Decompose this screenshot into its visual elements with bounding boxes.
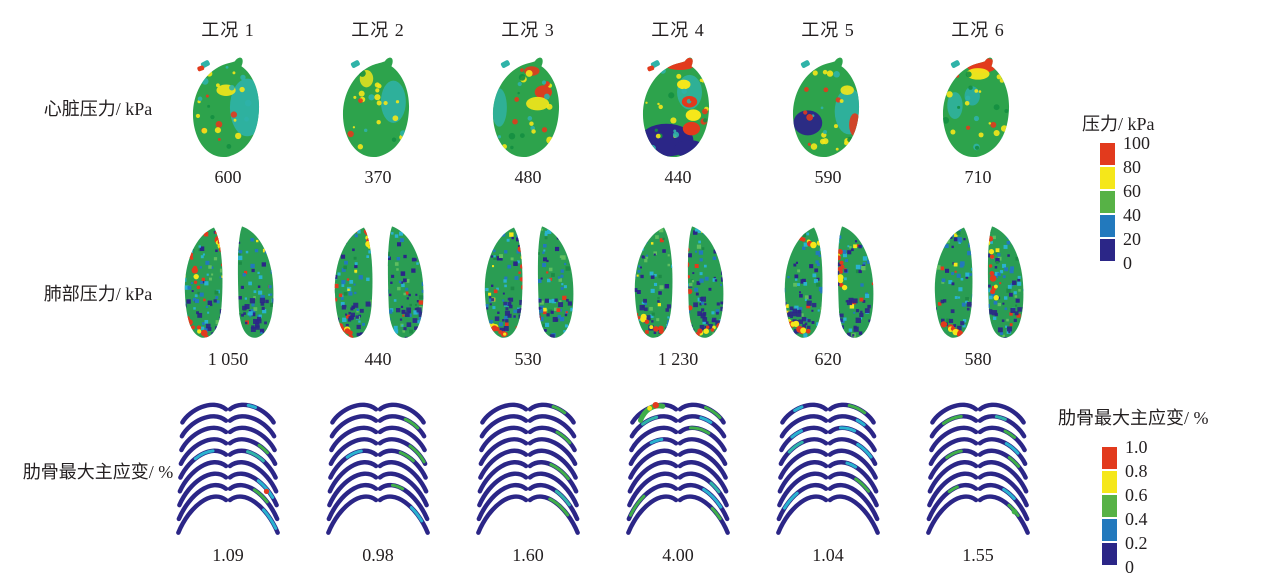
heart-contour-3 (480, 50, 576, 164)
rib-value-4: 4.00 (662, 545, 694, 565)
legend-pressure-swatch-2 (1100, 191, 1115, 213)
legend-pressure-title: 压力/ kPa (1082, 114, 1155, 134)
lung-value-2: 440 (364, 349, 392, 369)
column-header-6: 工况 6 (951, 20, 1005, 40)
rib-value-3: 1.60 (512, 545, 544, 565)
legend-pressure-tick-3: 40 (1123, 205, 1141, 225)
legend-strain-tick-1: 0.8 (1125, 461, 1148, 481)
legend-strain-tick-3: 0.4 (1125, 509, 1148, 529)
heart-value-6: 710 (964, 167, 992, 187)
legend-strain-title: 肋骨最大主应变/ % (1058, 408, 1209, 428)
heart-contour-4 (630, 50, 726, 164)
legend-strain-tick-5: 0 (1125, 557, 1134, 577)
legend-strain-swatch-1 (1102, 471, 1117, 493)
legend-pressure-tick-2: 60 (1123, 181, 1141, 201)
lung-value-5: 620 (814, 349, 842, 369)
lung-contour-4 (622, 221, 734, 345)
legend-pressure-swatch-1 (1100, 167, 1115, 189)
rib-value-2: 0.98 (362, 545, 394, 565)
legend-pressure-tick-5: 0 (1123, 253, 1132, 273)
row-label-rib-strain: 肋骨最大主应变/ % (22, 462, 174, 482)
rib-value-5: 1.04 (812, 545, 844, 565)
rib-contour-1 (166, 390, 290, 542)
lung-contour-3 (472, 221, 584, 345)
column-header-5: 工况 5 (801, 20, 855, 40)
column-header-3: 工况 3 (501, 20, 555, 40)
lung-contour-5 (772, 221, 884, 345)
legend-pressure-swatch-0 (1100, 143, 1115, 165)
rib-value-1: 1.09 (212, 545, 244, 565)
column-header-1: 工况 1 (201, 20, 255, 40)
legend-pressure-tick-1: 80 (1123, 157, 1141, 177)
lung-value-1: 1 050 (207, 349, 249, 369)
legend-pressure-tick-0: 100 (1123, 133, 1150, 153)
heart-value-2: 370 (364, 167, 392, 187)
legend-strain-swatch-3 (1102, 519, 1117, 541)
legend-pressure-swatch-3 (1100, 215, 1115, 237)
heart-contour-2 (330, 50, 426, 164)
column-header-4: 工况 4 (651, 20, 705, 40)
row-label-lung-pressure: 肺部压力/ kPa (43, 284, 153, 304)
column-header-2: 工况 2 (351, 20, 405, 40)
legend-strain-tick-2: 0.6 (1125, 485, 1148, 505)
lung-contour-6 (922, 221, 1034, 345)
rib-contour-4 (616, 390, 740, 542)
lung-contour-2 (322, 221, 434, 345)
heart-value-1: 600 (214, 167, 242, 187)
row-label-heart-pressure: 心脏压力/ kPa (43, 99, 153, 119)
heart-value-4: 440 (664, 167, 692, 187)
rib-contour-3 (466, 390, 590, 542)
legend-pressure-tick-4: 20 (1123, 229, 1141, 249)
lung-value-3: 530 (514, 349, 542, 369)
heart-contour-5 (780, 50, 876, 164)
rib-contour-6 (916, 390, 1040, 542)
rib-value-6: 1.55 (962, 545, 994, 565)
heart-contour-6 (930, 50, 1026, 164)
legend-strain-swatch-2 (1102, 495, 1117, 517)
heart-value-5: 590 (814, 167, 842, 187)
legend-strain-swatch-4 (1102, 543, 1117, 565)
legend-pressure-swatch-4 (1100, 239, 1115, 261)
heart-value-3: 480 (514, 167, 542, 187)
rib-contour-2 (316, 390, 440, 542)
legend-strain-swatch-0 (1102, 447, 1117, 469)
legend-strain-tick-0: 1.0 (1125, 437, 1148, 457)
lung-contour-1 (172, 221, 284, 345)
lung-value-6: 580 (964, 349, 992, 369)
rib-contour-5 (766, 390, 890, 542)
heart-contour-1 (180, 50, 276, 164)
legend-strain-tick-4: 0.2 (1125, 533, 1148, 553)
lung-value-4: 1 230 (657, 349, 699, 369)
